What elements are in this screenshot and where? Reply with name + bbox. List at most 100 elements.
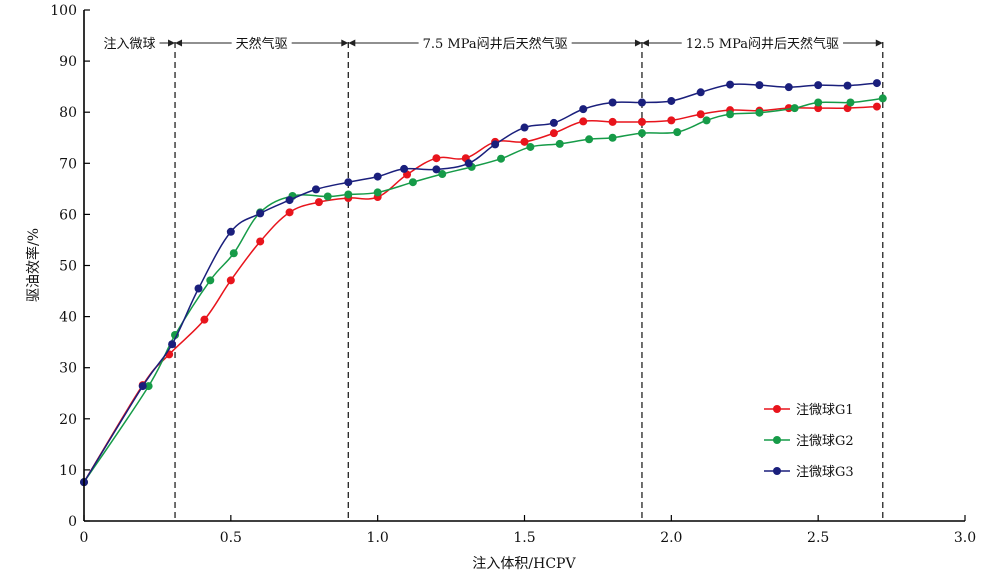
data-point-g3 (637, 98, 646, 107)
legend-label-g3: 注微球G3 (796, 465, 854, 480)
data-point-g2 (526, 142, 535, 151)
data-point-g3 (226, 227, 235, 236)
x-tick-label: 3.0 (954, 530, 976, 546)
series-line-g1 (83, 105, 877, 483)
phase-arrow-head (175, 39, 183, 47)
data-point-g2 (323, 192, 332, 201)
data-point-g2 (726, 110, 735, 119)
y-tick-label: 70 (59, 156, 77, 172)
y-tick-label: 30 (59, 361, 77, 377)
series-g2 (80, 94, 887, 487)
x-tick-label: 0.5 (220, 530, 242, 546)
data-point-g2 (755, 108, 764, 117)
data-point-g2 (206, 276, 215, 285)
legend: 注微球G1 注微球G2 注微球G3 (764, 403, 854, 480)
data-point-g2 (585, 135, 594, 144)
y-axis-title: 驱油效率/% (25, 228, 42, 302)
data-point-g3 (784, 83, 793, 92)
phase-arrow-head (348, 39, 356, 47)
data-point-g3 (344, 178, 353, 187)
data-point-g2 (144, 382, 153, 391)
data-point-g1 (667, 116, 676, 125)
data-point-g2 (790, 104, 799, 113)
data-point-g1 (314, 198, 323, 207)
data-point-g2 (408, 178, 417, 187)
legend-marker-g2 (773, 436, 781, 444)
phase-divider-layer (174, 42, 884, 521)
data-point-g3 (814, 81, 823, 90)
data-point-g2 (373, 188, 382, 197)
data-point-g3 (491, 140, 500, 149)
y-tick-label: 90 (59, 54, 77, 70)
data-point-g3 (696, 88, 705, 97)
legend-marker-g3 (773, 467, 781, 475)
tick-layer: 0 0.5 1.0 1.5 2.0 2.5 3.0 0 10 20 30 40 50 60 70 80 90 10… (50, 3, 976, 546)
data-point-g2 (814, 98, 823, 107)
phase-arrow-head (168, 39, 176, 47)
data-point-g3 (285, 196, 294, 205)
data-point-g1 (814, 104, 823, 113)
phase-label: 12.5 MPa闷井后天然气驱 (686, 36, 839, 52)
x-axis-title: 注入体积/HCPV (472, 556, 576, 572)
phase-arrow-head (875, 39, 883, 47)
x-tick-label: 1.5 (513, 530, 535, 546)
phase-label: 7.5 MPa闷井后天然气驱 (423, 36, 568, 52)
y-tick-label: 0 (68, 514, 77, 530)
data-point-g2 (344, 190, 353, 199)
x-tick-label: 2.5 (807, 530, 829, 546)
legend-item-g1: 注微球G1 (764, 403, 854, 418)
data-point-g1 (256, 237, 265, 246)
x-tick-label: 2.0 (660, 530, 682, 546)
y-tick-label: 100 (50, 3, 77, 19)
y-tick-label: 50 (59, 259, 77, 275)
data-point-g1 (200, 315, 209, 324)
data-point-g1 (549, 129, 558, 138)
legend-label-g1: 注微球G1 (796, 403, 854, 418)
legend-item-g2: 注微球G2 (764, 434, 854, 449)
y-tick-label: 10 (59, 463, 77, 479)
data-point-g2 (846, 98, 855, 107)
data-point-g2 (702, 116, 711, 125)
data-point-g3 (843, 81, 852, 90)
y-tick-label: 40 (59, 310, 77, 326)
data-point-g2 (673, 128, 682, 137)
series-layer (80, 79, 887, 487)
y-tick-label: 20 (59, 412, 77, 428)
x-tick-label: 0 (80, 530, 89, 546)
phase-label: 注入微球 (104, 37, 156, 52)
phase-label: 天然气驱 (236, 36, 288, 52)
data-point-g1 (637, 117, 646, 126)
phase-arrow-head (341, 39, 349, 47)
data-point-g3 (311, 185, 320, 194)
legend-label-g2: 注微球G2 (796, 434, 854, 449)
data-point-g1 (285, 208, 294, 217)
data-point-g1 (872, 102, 881, 111)
data-point-g3 (726, 80, 735, 89)
phase-arrow-head (641, 39, 649, 47)
series-line-g3 (83, 82, 877, 483)
series-g3 (80, 79, 881, 487)
data-point-g2 (555, 139, 564, 148)
data-point-g3 (168, 340, 177, 349)
data-point-g2 (497, 154, 506, 163)
legend-marker-g1 (773, 405, 781, 413)
data-point-g3 (400, 164, 409, 173)
legend-item-g3: 注微球G3 (764, 465, 854, 480)
data-point-g3 (138, 382, 147, 391)
data-point-g1 (520, 137, 529, 146)
data-point-g2 (171, 330, 180, 339)
data-point-g3 (256, 209, 265, 218)
data-point-g1 (608, 117, 617, 126)
data-point-g2 (608, 133, 617, 142)
data-point-g3 (194, 284, 203, 293)
series-line-g2 (83, 97, 883, 483)
data-point-g1 (696, 110, 705, 119)
data-point-g3 (464, 159, 473, 168)
y-tick-label: 80 (59, 105, 77, 121)
data-point-g3 (755, 81, 764, 90)
data-point-g3 (667, 96, 676, 105)
data-point-g3 (872, 79, 881, 88)
data-point-g3 (432, 165, 441, 174)
data-point-g3 (608, 98, 617, 107)
